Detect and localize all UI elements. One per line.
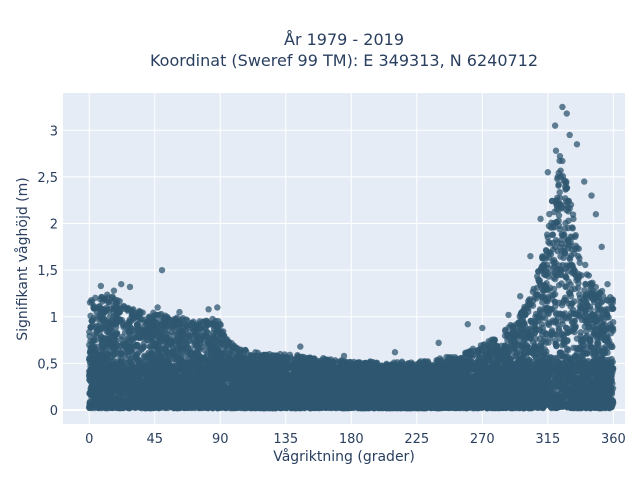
data-points — [86, 103, 617, 412]
data-point — [558, 330, 565, 337]
chart-title-line2: Koordinat (Sweref 99 TM): E 349313, N 62… — [150, 51, 538, 70]
data-point — [582, 261, 589, 269]
data-point — [581, 286, 588, 294]
data-point — [557, 253, 564, 260]
data-point — [549, 258, 556, 265]
data-point — [550, 291, 557, 299]
data-point — [552, 147, 560, 154]
data-point — [585, 272, 593, 279]
data-point — [598, 287, 606, 295]
data-point — [119, 321, 127, 328]
chart-title-line1: År 1979 - 2019 — [284, 30, 404, 49]
data-point — [565, 217, 572, 224]
